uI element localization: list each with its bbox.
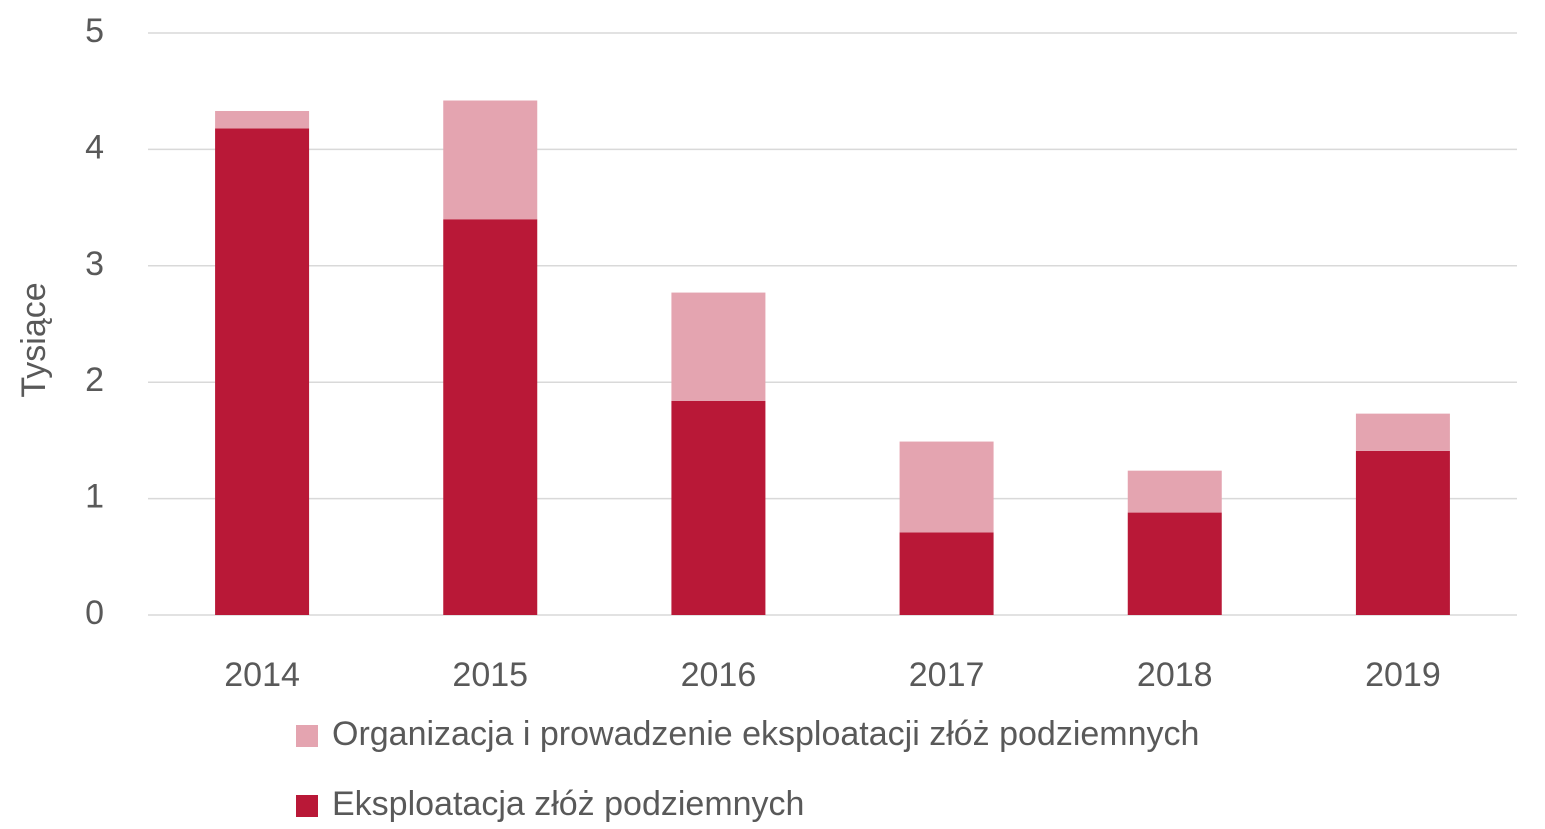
legend-label: Organizacja i prowadzenie eksploatacji z… [332,715,1199,753]
bar-segment [671,292,766,401]
bar-segment [443,219,538,616]
x-tick-label: 2014 [224,656,300,694]
bar-segment [899,532,994,615]
legend-swatch [296,795,318,817]
x-tick-label: 2015 [452,656,528,694]
bar-segment [215,128,310,615]
legend-label: Eksploatacja złóż podziemnych [332,785,804,823]
bar-segment [671,400,766,615]
y-tick-label: 2 [85,361,104,399]
y-axis-label: Tysiące [15,282,53,397]
bar-segment [899,441,994,533]
bar-segment [443,100,538,220]
bar-segment [215,110,310,129]
x-tick-label: 2019 [1365,656,1441,694]
y-tick-label: 0 [85,594,104,632]
bar-segment [1127,470,1222,513]
x-tick-label: 2016 [681,656,757,694]
x-tick-label: 2018 [1137,656,1213,694]
y-tick-label: 1 [85,478,104,516]
x-tick-label: 2017 [909,656,985,694]
y-tick-label: 3 [85,245,104,283]
y-tick-label: 4 [85,128,104,166]
bar-segment [1127,512,1222,615]
bar-segment [1355,450,1450,615]
legend-swatch [296,725,318,747]
bar-segment [1355,413,1450,451]
y-tick-label: 5 [85,12,104,50]
